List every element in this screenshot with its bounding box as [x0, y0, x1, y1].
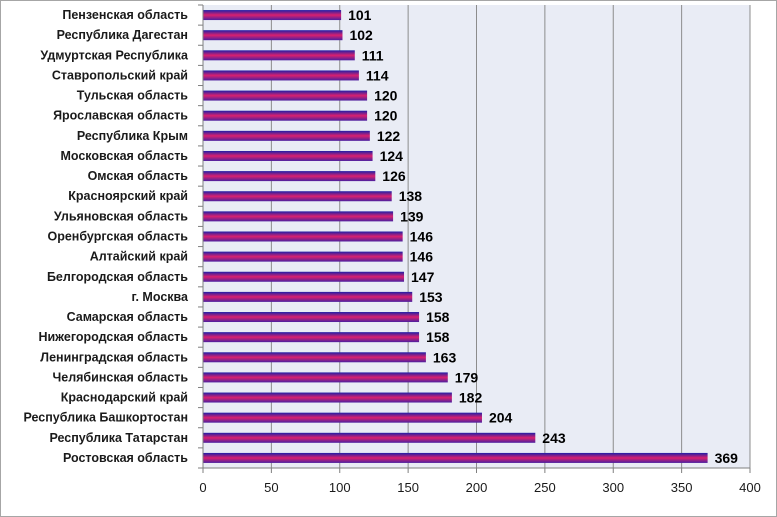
- bar: [203, 10, 342, 21]
- bar: [203, 150, 373, 161]
- category-label: Пензенская область: [62, 8, 188, 22]
- x-tick-label: 350: [671, 480, 693, 495]
- category-label: Республика Крым: [77, 129, 188, 143]
- bar: [203, 211, 394, 222]
- bar: [203, 332, 420, 343]
- bar: [203, 90, 368, 101]
- bar: [203, 271, 405, 282]
- category-label: Тульская область: [77, 89, 189, 103]
- bar: [203, 50, 355, 61]
- data-label: 182: [459, 390, 483, 406]
- bar: [203, 191, 392, 202]
- data-label: 158: [426, 309, 450, 325]
- bar: [203, 392, 452, 403]
- data-label: 101: [348, 7, 372, 23]
- gridlines: [270, 5, 751, 468]
- category-label: Ленинградская область: [40, 350, 188, 364]
- category-label: Краснодарский край: [61, 391, 188, 405]
- category-label: Челябинская область: [52, 370, 188, 384]
- data-label: 369: [715, 450, 739, 466]
- category-label: Удмуртская Республика: [40, 48, 189, 62]
- category-label: Ставропольский край: [52, 68, 188, 82]
- data-label: 146: [410, 229, 434, 245]
- bar: [203, 312, 420, 323]
- category-label: Ростовская область: [63, 451, 188, 465]
- bar: [203, 291, 413, 302]
- category-label: Белгородская область: [47, 270, 188, 284]
- data-label: 122: [377, 128, 401, 144]
- data-label: 120: [374, 108, 398, 124]
- bar: [203, 171, 376, 182]
- bar: [203, 352, 426, 363]
- data-label: 114: [366, 67, 389, 83]
- x-tick-label: 200: [466, 480, 488, 495]
- bar: [203, 130, 370, 141]
- data-label: 147: [411, 269, 435, 285]
- category-label: Республика Дагестан: [57, 28, 188, 42]
- data-label: 124: [380, 148, 404, 164]
- x-tick-label: 100: [329, 480, 351, 495]
- category-label: г. Москва: [132, 290, 190, 304]
- category-label: Омская область: [88, 169, 189, 183]
- bar: [203, 251, 403, 262]
- data-label: 138: [399, 188, 423, 204]
- data-label: 139: [400, 208, 424, 224]
- bar: [203, 452, 708, 463]
- category-label: Самарская область: [67, 310, 189, 324]
- x-tick-label: 0: [199, 480, 206, 495]
- category-label: Ульяновская область: [54, 209, 188, 223]
- data-label: 163: [433, 349, 457, 365]
- x-tick-label: 250: [534, 480, 556, 495]
- axes: [198, 4, 751, 473]
- category-label: Московская область: [60, 149, 188, 163]
- data-label: 158: [426, 329, 450, 345]
- x-tick-label: 150: [397, 480, 419, 495]
- labels: Пензенская область 101 Республика Дагестан…: [23, 7, 760, 495]
- bar: [203, 372, 448, 383]
- category-label: Алтайский край: [90, 250, 188, 264]
- data-label: 179: [455, 369, 479, 385]
- bar: [203, 70, 359, 81]
- bar: [203, 30, 343, 41]
- bar: [203, 432, 536, 443]
- data-label: 120: [374, 88, 398, 104]
- bar: [203, 412, 482, 423]
- category-label: Республика Башкортостан: [23, 411, 188, 425]
- x-tick-label: 50: [264, 480, 278, 495]
- x-tick-label: 400: [739, 480, 761, 495]
- category-label: Республика Татарстан: [49, 431, 188, 445]
- bar: [203, 110, 368, 121]
- data-label: 102: [349, 27, 373, 43]
- bar: [203, 231, 403, 242]
- category-label: Нижегородская область: [38, 330, 188, 344]
- bars: [203, 10, 708, 463]
- category-label: Красноярский край: [68, 189, 188, 203]
- category-label: Ярославская область: [53, 109, 188, 123]
- data-label: 146: [410, 249, 434, 265]
- data-label: 204: [489, 410, 513, 426]
- data-label: 243: [542, 430, 566, 446]
- data-label: 153: [419, 289, 443, 305]
- data-label: 126: [382, 168, 406, 184]
- x-tick-label: 300: [602, 480, 624, 495]
- category-label: Оренбургская область: [47, 230, 188, 244]
- data-label: 111: [362, 47, 384, 63]
